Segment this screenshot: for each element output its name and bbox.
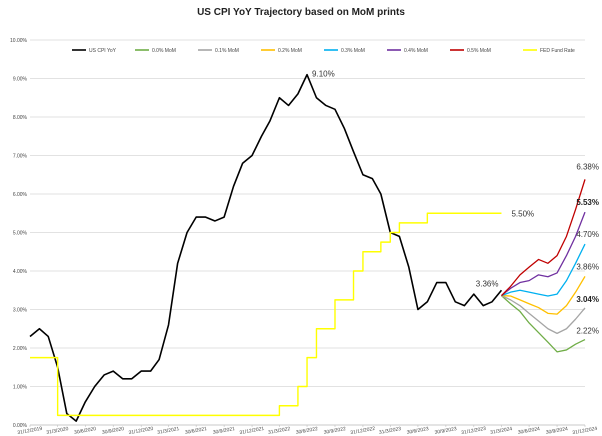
x-tick-label: 31/12/2022 bbox=[350, 426, 376, 436]
y-tick-label: 1.00% bbox=[13, 384, 28, 390]
x-tick-label: 30/9/2024 bbox=[545, 426, 568, 436]
data-label: 6.38% bbox=[576, 162, 599, 171]
x-tick-label: 30/9/2021 bbox=[212, 426, 235, 436]
series-line bbox=[501, 276, 586, 315]
series-lines bbox=[29, 73, 586, 422]
legend-label: FED Fund Rate bbox=[540, 48, 575, 54]
x-tick-label: 30/6/2021 bbox=[185, 426, 208, 436]
y-tick-label: 7.00% bbox=[13, 153, 28, 159]
x-tick-label: 30/6/2024 bbox=[517, 426, 540, 436]
legend-label: 0.1% MoM bbox=[215, 48, 239, 54]
legend-label: 0.5% MoM bbox=[467, 48, 491, 54]
x-tick-label: 30/9/2020 bbox=[102, 426, 125, 436]
series-line bbox=[501, 295, 586, 353]
series-line bbox=[501, 295, 586, 335]
x-tick-label: 31/12/2019 bbox=[17, 426, 43, 436]
x-tick-label: 30/9/2023 bbox=[434, 426, 457, 436]
series-line bbox=[29, 73, 503, 422]
data-label: 5.53% bbox=[576, 198, 599, 207]
y-tick-label: 4.00% bbox=[13, 269, 28, 275]
y-tick-label: 9.00% bbox=[13, 76, 28, 82]
y-tick-label: 0.00% bbox=[13, 423, 28, 429]
series-line bbox=[501, 211, 586, 297]
y-tick-label: 6.00% bbox=[13, 192, 28, 198]
x-tick-label: 31/3/2020 bbox=[46, 426, 69, 436]
y-tick-label: 5.00% bbox=[13, 230, 28, 236]
x-tick-label: 31/12/2021 bbox=[239, 426, 265, 436]
data-label: 2.22% bbox=[576, 327, 599, 336]
data-label: 3.36% bbox=[476, 280, 499, 289]
series-line bbox=[500, 179, 586, 297]
x-tick-label: 30/6/2023 bbox=[406, 426, 429, 436]
data-label: 3.04% bbox=[576, 295, 599, 304]
x-tick-label: 31/12/2024 bbox=[572, 426, 598, 436]
x-tick-label: 30/6/2022 bbox=[295, 426, 318, 436]
series-line bbox=[501, 243, 586, 297]
legend: US CPI YoY 0.0% MoM 0.1% MoM 0.2% MoM 0.3% M… bbox=[72, 48, 575, 54]
y-tick-label: 2.00% bbox=[13, 346, 28, 352]
x-tick-label: 31/3/2023 bbox=[379, 426, 402, 436]
x-tick-label: 31/3/2024 bbox=[490, 426, 513, 436]
data-label: 4.70% bbox=[576, 230, 599, 239]
series-line bbox=[30, 212, 502, 417]
legend-label: 0.3% MoM bbox=[341, 48, 365, 54]
x-tick-label: 31/12/2020 bbox=[128, 426, 154, 436]
legend-label: 0.0% MoM bbox=[152, 48, 176, 54]
chart-title: US CPI YoY Trajectory based on MoM print… bbox=[197, 7, 405, 18]
y-tick-label: 3.00% bbox=[13, 307, 28, 313]
annotations: 9.10% 3.36% 5.50% 6.38% 5.53% 4.70% 3.86% 3.04%… bbox=[312, 70, 599, 336]
y-tick-label: 8.00% bbox=[13, 115, 28, 121]
x-tick-label: 30/6/2020 bbox=[74, 426, 97, 436]
data-label: 5.50% bbox=[511, 209, 534, 218]
legend-label: 0.4% MoM bbox=[404, 48, 428, 54]
y-tick-label: 10.00% bbox=[10, 38, 28, 44]
legend-label: 0.2% MoM bbox=[278, 48, 302, 54]
axes: 0.00% 1.00% 2.00% 3.00% 4.00% 5.00% 6.00% 7.00%… bbox=[10, 38, 598, 436]
x-tick-label: 31/3/2021 bbox=[157, 426, 180, 436]
x-tick-label: 31/3/2022 bbox=[268, 426, 291, 436]
x-tick-label: 31/12/2023 bbox=[461, 426, 487, 436]
data-label: 3.86% bbox=[576, 262, 599, 271]
data-label: 9.10% bbox=[312, 70, 335, 79]
legend-label: US CPI YoY bbox=[89, 48, 117, 54]
x-tick-label: 30/9/2022 bbox=[323, 426, 346, 436]
